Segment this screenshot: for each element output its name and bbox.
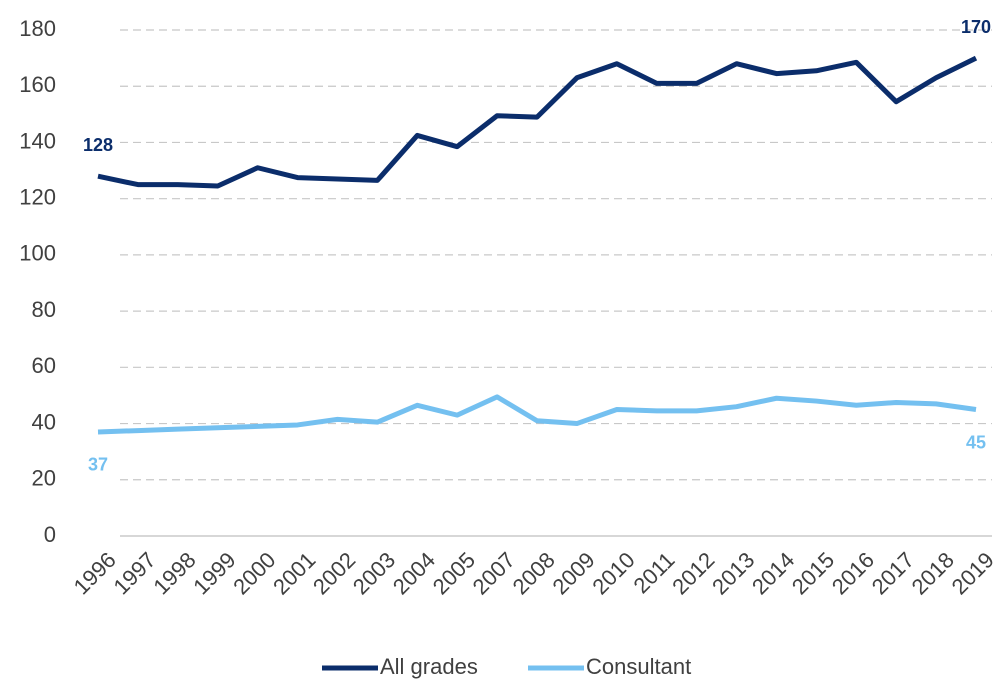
value-label: 170 — [961, 17, 991, 37]
x-tick-label: 2017 — [867, 547, 919, 599]
value-label: 128 — [83, 135, 113, 155]
x-tick-label: 2009 — [547, 547, 599, 599]
value-label: 37 — [88, 455, 108, 475]
x-tick-label: 2003 — [348, 547, 400, 599]
y-tick-label: 160 — [19, 72, 56, 97]
y-tick-label: 60 — [32, 353, 56, 378]
x-tick-label: 1996 — [69, 547, 121, 599]
y-tick-label: 180 — [19, 16, 56, 41]
x-tick-label: 2005 — [428, 547, 480, 599]
x-tick-label: 2007 — [468, 547, 520, 599]
x-tick-label: 2004 — [388, 547, 440, 599]
x-tick-label: 2016 — [827, 547, 879, 599]
x-tick-label: 2001 — [268, 547, 320, 599]
x-tick-label: 1998 — [148, 547, 200, 599]
x-tick-label: 2012 — [667, 547, 719, 599]
y-tick-label: 120 — [19, 184, 56, 209]
y-tick-label: 20 — [32, 466, 56, 491]
y-tick-label: 140 — [19, 128, 56, 153]
x-tick-label: 2015 — [787, 547, 839, 599]
x-tick-label: 2014 — [747, 547, 799, 599]
line-series — [97, 55, 978, 189]
x-tick-label: 2019 — [947, 547, 996, 599]
y-tick-label: 80 — [32, 297, 56, 322]
x-tick-label: 2000 — [228, 547, 280, 599]
legend-label: Consultant — [586, 654, 691, 679]
x-tick-label: 2013 — [707, 547, 759, 599]
x-tick-label: 2002 — [308, 547, 360, 599]
x-tick-label: 1999 — [188, 547, 240, 599]
x-tick-label: 2011 — [628, 547, 679, 598]
x-tick-label: 2008 — [508, 547, 560, 599]
legend-label: All grades — [380, 654, 478, 679]
line-series — [97, 394, 977, 435]
value-label: 45 — [966, 432, 986, 452]
x-tick-label: 2018 — [907, 547, 959, 599]
y-tick-label: 40 — [32, 409, 56, 434]
y-tick-label: 0 — [44, 522, 56, 547]
x-tick-label: 2010 — [587, 547, 639, 599]
x-tick-label: 1997 — [108, 547, 160, 599]
y-tick-label: 100 — [19, 241, 56, 266]
